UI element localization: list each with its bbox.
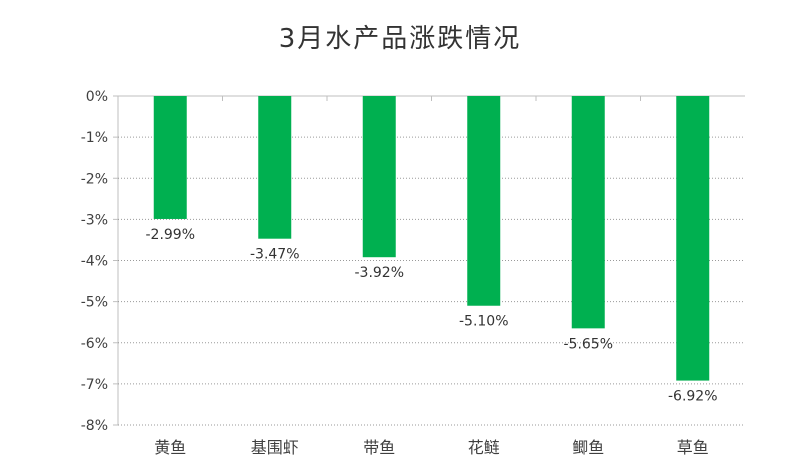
data-label: -5.10% [459,314,509,330]
y-tick-label: -2% [81,171,108,187]
y-tick-label: -5% [81,295,108,311]
bar [362,96,396,258]
data-label: -3.47% [250,247,300,263]
x-tick-label: 草鱼 [677,438,709,457]
data-label: -2.99% [145,227,195,243]
x-tick-label: 带鱼 [363,438,395,457]
y-tick-label: 0% [86,89,108,105]
y-tick-label: -7% [81,377,108,393]
bar [571,96,605,329]
x-tick-label: 基围虾 [251,438,299,457]
x-tick-label: 花鲢 [468,438,500,457]
bar [467,96,501,306]
chart-title: 3月水产品涨跌情况 [278,24,522,54]
y-tick-label: -6% [81,336,108,352]
y-tick-label: -3% [81,212,108,228]
x-tick-label: 黄鱼 [154,438,186,457]
bar [153,96,187,219]
bar [676,96,710,381]
data-label: -6.92% [668,389,718,405]
y-tick-label: -4% [81,254,108,270]
y-tick-label: -8% [81,418,108,434]
y-tick-label: -1% [81,130,108,146]
data-label: -5.65% [563,336,613,352]
bar [258,96,292,239]
data-label: -3.92% [354,265,404,281]
x-tick-label: 鲫鱼 [572,438,604,457]
